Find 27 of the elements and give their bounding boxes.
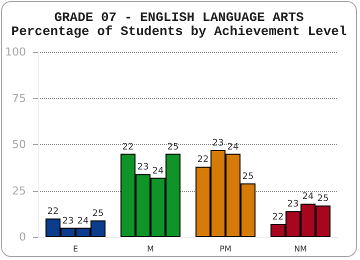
text: 25: [242, 172, 254, 182]
series-label: 24: [77, 216, 89, 226]
text: 24: [152, 166, 164, 176]
series-label: 22: [47, 207, 59, 217]
text: 23: [287, 200, 299, 210]
text: 25: [317, 194, 329, 204]
text: 25: [167, 142, 179, 152]
y-tick-label: 100: [5, 46, 26, 58]
y-tick-label: 0: [19, 230, 26, 244]
text: 23: [137, 162, 149, 173]
y-tick-label: 50: [12, 138, 26, 151]
text: 22: [122, 142, 134, 152]
text: 23: [212, 138, 224, 149]
y-tick-label: 25: [12, 184, 26, 198]
series-label: 23: [62, 216, 74, 226]
text: 22: [197, 155, 209, 166]
series-label: 25: [92, 208, 104, 219]
x-tick-label: PM: [220, 244, 232, 254]
text: 24: [302, 192, 314, 202]
chart-title: GRADE 07 - ENGLISH LANGUAGE ARTS: [54, 10, 304, 25]
text: 24: [227, 142, 239, 152]
x-tick-label: NM: [294, 244, 308, 254]
text: 22: [272, 212, 284, 223]
x-tick-label: E: [72, 244, 78, 254]
y-tick-label: 75: [12, 92, 26, 105]
x-tick-label: M: [147, 244, 154, 254]
chart-subtitle: Percentage of Students by Achievement Level: [11, 24, 347, 39]
